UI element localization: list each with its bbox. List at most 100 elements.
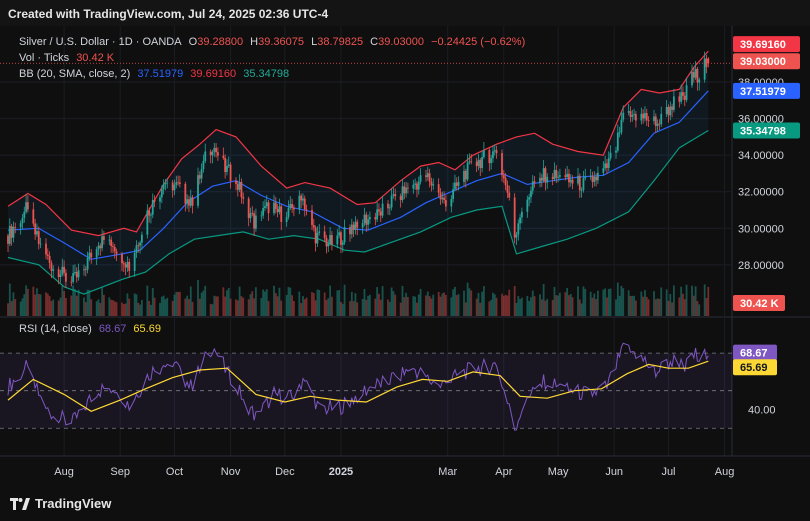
volume-bar bbox=[108, 297, 111, 316]
volume-bar bbox=[450, 297, 453, 316]
candle-body bbox=[477, 159, 480, 167]
volume-bar bbox=[103, 294, 105, 316]
volume-bar bbox=[671, 302, 673, 316]
volume-bar bbox=[115, 302, 118, 316]
volume-bar bbox=[59, 297, 62, 316]
time-axis-label: Jul bbox=[661, 466, 675, 478]
volume-bar bbox=[159, 302, 161, 316]
candle-body bbox=[72, 273, 75, 282]
candle-body bbox=[367, 219, 369, 225]
volume-bar bbox=[122, 304, 125, 316]
volume-bar bbox=[325, 299, 328, 316]
rsi-ma-line bbox=[7, 360, 709, 412]
volume-bar bbox=[615, 299, 617, 316]
volume-bar bbox=[604, 288, 607, 316]
candle-body bbox=[441, 197, 444, 200]
volume-bar bbox=[7, 303, 9, 316]
volume-bar bbox=[175, 291, 178, 316]
volume-bar bbox=[171, 300, 174, 316]
candle-body bbox=[77, 270, 80, 278]
candle-body bbox=[273, 202, 275, 214]
volume-bar bbox=[202, 290, 205, 316]
volume-bar bbox=[542, 284, 545, 316]
volume-bar bbox=[238, 286, 241, 316]
candle-body bbox=[303, 198, 306, 210]
volume-bar bbox=[492, 292, 494, 316]
volume-bar bbox=[77, 289, 80, 316]
volume-bar bbox=[479, 302, 482, 316]
candle-body bbox=[177, 182, 179, 184]
volume-bar bbox=[213, 295, 216, 316]
volume-bar bbox=[150, 304, 152, 316]
volume-bar bbox=[215, 296, 217, 316]
candle-body bbox=[36, 231, 38, 235]
volume-bar bbox=[426, 291, 429, 316]
candle-body bbox=[530, 190, 532, 198]
open-label: O bbox=[188, 36, 198, 48]
candle-body bbox=[568, 173, 570, 183]
candle-body bbox=[146, 210, 149, 235]
volume-bar bbox=[363, 288, 366, 316]
volume-bar bbox=[501, 293, 503, 316]
tradingview-logo[interactable]: TradingView bbox=[10, 496, 111, 511]
volume-bar bbox=[323, 292, 326, 316]
volume-bar bbox=[88, 289, 91, 316]
volume-bar bbox=[407, 296, 409, 316]
volume-bar bbox=[464, 302, 467, 316]
volume-bar bbox=[607, 289, 610, 316]
candle-body bbox=[483, 150, 485, 158]
volume-bar bbox=[654, 299, 657, 316]
candle-body bbox=[430, 181, 433, 186]
volume-bar bbox=[439, 296, 442, 316]
volume-bar bbox=[10, 301, 13, 316]
price-tag-text: 39.03000 bbox=[740, 56, 786, 68]
volume-bar bbox=[620, 285, 623, 316]
candle-body bbox=[162, 184, 165, 190]
candle-body bbox=[669, 106, 672, 116]
symbol-legend: Silver / U.S. Dollar · 1D · OANDA O39.28… bbox=[19, 36, 529, 48]
price-tag-text: 37.51979 bbox=[740, 86, 786, 98]
change-value: −0.24425 (−0.62%) bbox=[431, 36, 526, 48]
volume-bar bbox=[374, 298, 377, 316]
volume-bar bbox=[481, 291, 483, 316]
candle-body bbox=[59, 274, 62, 278]
candle-body bbox=[369, 217, 371, 220]
candle-body bbox=[698, 79, 701, 83]
volume-bar bbox=[454, 286, 456, 316]
volume-bar bbox=[287, 286, 290, 316]
candle-body bbox=[350, 224, 353, 235]
volume-bar bbox=[146, 285, 149, 316]
rsi-legend: RSI (14, close) 68.67 65.69 bbox=[19, 323, 161, 335]
candle-body bbox=[457, 181, 460, 186]
candle-body bbox=[189, 197, 192, 206]
candle-body bbox=[584, 176, 587, 179]
volume-bar bbox=[644, 290, 646, 316]
time-axis-label: Jun bbox=[605, 466, 623, 478]
volume-bar bbox=[274, 293, 277, 316]
candle-body bbox=[236, 183, 239, 190]
candle-body bbox=[466, 162, 469, 180]
candle-body bbox=[407, 187, 409, 189]
candle-body bbox=[229, 164, 232, 181]
volume-bar bbox=[691, 285, 693, 316]
volume-bar bbox=[133, 293, 136, 316]
high-label: H bbox=[250, 36, 259, 48]
candle-body bbox=[215, 147, 217, 153]
price-tag-text: 35.34798 bbox=[740, 126, 786, 138]
close-value: 39.03000 bbox=[378, 36, 424, 48]
volume-bar bbox=[45, 292, 47, 316]
volume-bar bbox=[52, 299, 55, 316]
volume-bar bbox=[19, 301, 22, 316]
candle-body bbox=[340, 232, 342, 245]
volume-bar bbox=[477, 292, 480, 316]
candle-body bbox=[173, 184, 176, 191]
candle-body bbox=[653, 116, 655, 121]
time-axis-label: Apr bbox=[495, 466, 512, 478]
volume-bar bbox=[191, 301, 194, 316]
candle-body bbox=[399, 196, 402, 201]
candle-body bbox=[464, 170, 467, 180]
candle-body bbox=[361, 223, 364, 228]
candle-body bbox=[198, 175, 201, 179]
volume-bar bbox=[381, 286, 384, 316]
